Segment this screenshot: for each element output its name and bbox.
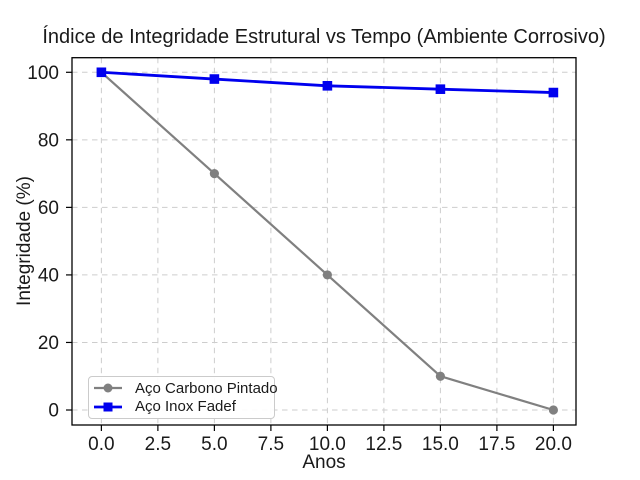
x-tick-label: 7.5 <box>258 434 284 455</box>
data-point-marker <box>209 74 220 84</box>
chart-title: Índice de Integridade Estrutural vs Temp… <box>42 26 606 48</box>
y-tick-label: 40 <box>38 265 59 286</box>
x-tick-label: 0.0 <box>88 434 114 455</box>
y-tick-label: 60 <box>38 198 59 219</box>
data-point-marker <box>435 84 446 94</box>
x-tick-label: 17.5 <box>478 434 515 455</box>
legend-label: Aço Inox Fadef <box>135 398 236 416</box>
data-point-marker <box>548 405 558 415</box>
x-axis-label: Anos <box>302 452 346 473</box>
data-point-marker <box>548 87 559 98</box>
legend-swatch-circle-icon <box>94 383 122 393</box>
legend-item: Aço Carbono Pintado <box>93 379 278 397</box>
x-tick-label: 5.0 <box>201 434 227 455</box>
plot-background <box>72 57 576 425</box>
plot-border <box>71 57 577 426</box>
data-point-marker <box>322 270 332 280</box>
y-tick-label: 100 <box>27 63 59 84</box>
x-tick-label: 2.5 <box>145 434 171 455</box>
x-tick-label: 20.0 <box>535 434 572 455</box>
data-point-marker <box>96 67 107 78</box>
y-tick-label: 20 <box>38 333 59 354</box>
x-tick-label: 12.5 <box>365 434 402 455</box>
y-axis-label: Integridade (%) <box>14 176 35 306</box>
legend-item: Aço Inox Fadef <box>93 398 268 416</box>
legend-label: Aço Carbono Pintado <box>135 379 278 397</box>
x-tick-label: 15.0 <box>422 434 459 455</box>
y-tick-label: 0 <box>48 401 59 422</box>
legend: Aço Carbono Pintado Aço Inox Fadef <box>88 376 278 419</box>
y-tick-label: 80 <box>38 130 59 151</box>
legend-swatch-square-icon <box>94 402 122 412</box>
data-point-marker <box>435 371 445 381</box>
data-point-marker <box>209 169 219 179</box>
data-point-marker <box>322 80 333 91</box>
x-tick-label: 10.0 <box>309 434 346 455</box>
